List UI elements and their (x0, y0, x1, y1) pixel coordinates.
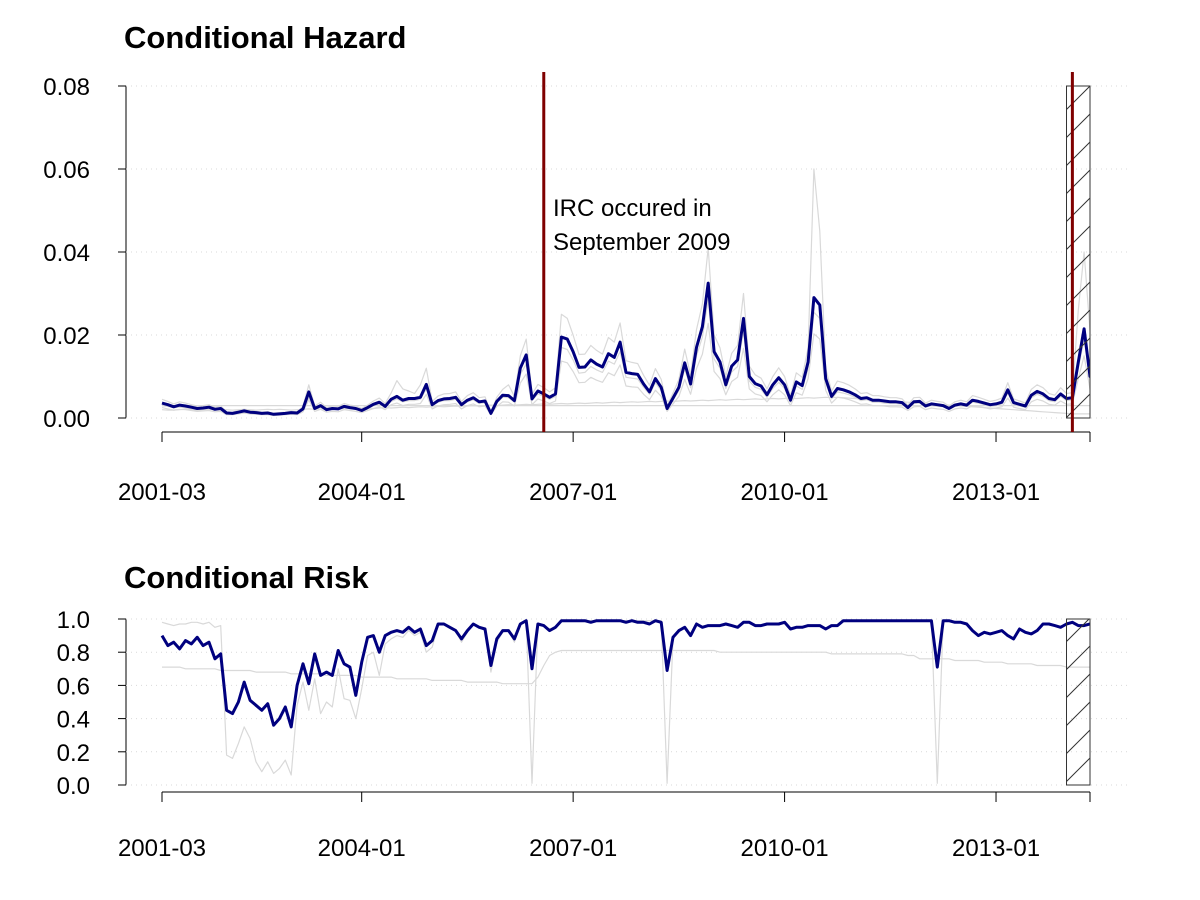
y-tick-label: 0.6 (57, 673, 90, 700)
x-tick-label: 2010-01 (741, 479, 829, 506)
background-series-line (161, 620, 1090, 784)
x-tick-label: 2013-01 (952, 835, 1040, 862)
event-annotation-line-1: IRC occured in (553, 195, 712, 222)
x-tick-label: 2013-01 (952, 479, 1040, 506)
y-tick-label: 0.2 (57, 740, 90, 767)
y-tick-label: 0.04 (43, 240, 90, 267)
hazard-title: Conditional Hazard (124, 20, 406, 55)
x-tick-label: 2007-01 (529, 479, 617, 506)
event-annotation-line-2: September 2009 (553, 229, 730, 256)
x-tick-label: 2007-01 (529, 835, 617, 862)
y-tick-label: 0.00 (43, 406, 90, 433)
background-series-line (161, 322, 1090, 417)
y-tick-label: 0.8 (57, 640, 90, 667)
background-series-line (161, 168, 1090, 414)
y-tick-label: 0.02 (43, 323, 90, 350)
hazard-panel: Conditional Hazard 0.00 0.02 0.04 0.06 0.08 2… (43, 20, 1130, 506)
highlighted-series-line (161, 281, 1090, 416)
x-tick-label: 2004-01 (318, 835, 406, 862)
y-tick-label: 1.0 (57, 607, 90, 634)
highlighted-series-line (160, 619, 1090, 729)
y-tick-label: 0.4 (57, 707, 90, 734)
forecast-hatched-region (1066, 618, 1091, 786)
x-tick-label: 2010-01 (741, 835, 829, 862)
x-tick-label: 2001-03 (118, 835, 206, 862)
forecast-hatched-region (1066, 85, 1091, 419)
y-tick-label: 0.0 (57, 773, 90, 800)
risk-panel: Conditional Risk 0.0 0.2 0.4 0.6 0.8 1.0 2001-… (57, 560, 1130, 862)
y-tick-label: 0.08 (43, 74, 90, 101)
risk-title: Conditional Risk (124, 560, 369, 595)
background-series-line (162, 649, 1090, 685)
x-tick-label: 2004-01 (318, 479, 406, 506)
y-tick-label: 0.06 (43, 157, 90, 184)
x-tick-label: 2001-03 (118, 479, 206, 506)
